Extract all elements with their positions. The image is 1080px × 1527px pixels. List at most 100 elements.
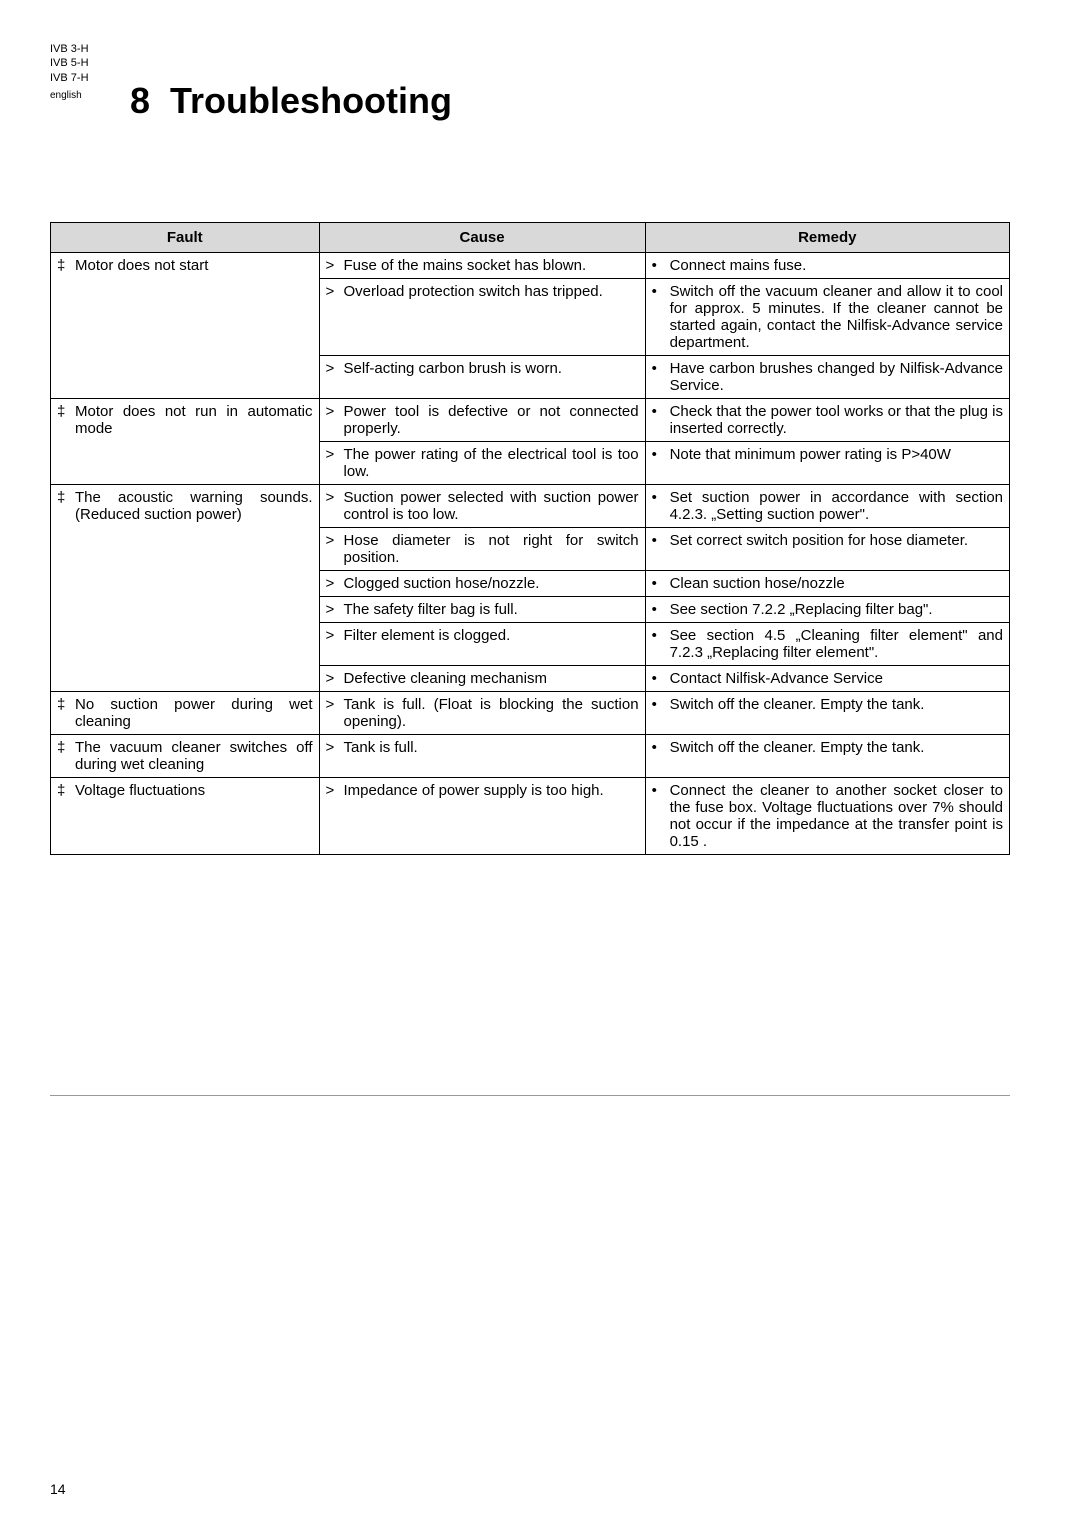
fault-cell bbox=[51, 442, 320, 485]
cause-cell: >Fuse of the mains socket has blown. bbox=[319, 253, 645, 279]
table-row: ‡No suction power during wet cleaning>Ta… bbox=[51, 692, 1010, 735]
remedy-text: Check that the power tool works or that … bbox=[670, 403, 1003, 437]
remedy-marker: • bbox=[652, 403, 670, 420]
troubleshooting-table-wrap: Fault Cause Remedy ‡Motor does not start… bbox=[50, 222, 1010, 855]
fault-cell bbox=[51, 356, 320, 399]
model-line: IVB 3-H bbox=[50, 42, 130, 56]
cause-text: The power rating of the electrical tool … bbox=[344, 446, 639, 480]
table-row: ‡The acoustic warning sounds. (Reduced s… bbox=[51, 485, 1010, 528]
remedy-marker: • bbox=[652, 257, 670, 274]
fault-cell: ‡Motor does not run in automatic mode bbox=[51, 399, 320, 442]
cause-marker: > bbox=[326, 670, 344, 687]
cause-text: Self-acting carbon brush is worn. bbox=[344, 360, 639, 377]
cause-cell: >Filter element is clogged. bbox=[319, 623, 645, 666]
cause-marker: > bbox=[326, 575, 344, 592]
fault-cell bbox=[51, 597, 320, 623]
cause-cell: >Clogged suction hose/nozzle. bbox=[319, 571, 645, 597]
cause-text: Hose diameter is not right for switch po… bbox=[344, 532, 639, 566]
fault-cell bbox=[51, 623, 320, 666]
remedy-marker: • bbox=[652, 489, 670, 506]
cause-marker: > bbox=[326, 532, 344, 549]
fault-text: The vacuum cleaner switches off during w… bbox=[75, 739, 313, 773]
remedy-text: Switch off the cleaner. Empty the tank. bbox=[670, 739, 1003, 756]
cause-marker: > bbox=[326, 601, 344, 618]
table-row: ‡Voltage fluctuations >Impedance of power… bbox=[51, 778, 1010, 855]
cause-marker: > bbox=[326, 782, 344, 799]
section-heading: 8 Troubleshooting bbox=[130, 80, 452, 122]
cause-cell: >Hose diameter is not right for switch p… bbox=[319, 528, 645, 571]
cause-cell: >Impedance of power supply is too high. bbox=[319, 778, 645, 855]
remedy-marker: • bbox=[652, 532, 670, 549]
remedy-cell: •Have carbon brushes changed by Nilfisk-… bbox=[645, 356, 1009, 399]
fault-cell: ‡Motor does not start bbox=[51, 253, 320, 279]
cause-text: Clogged suction hose/nozzle. bbox=[344, 575, 639, 592]
fault-text: Motor does not run in automatic mode bbox=[75, 403, 313, 437]
remedy-cell: •Switch off the cleaner. Empty the tank. bbox=[645, 692, 1009, 735]
fault-marker: ‡ bbox=[57, 403, 75, 420]
fault-cell: ‡The acoustic warning sounds. (Reduced s… bbox=[51, 485, 320, 528]
remedy-marker: • bbox=[652, 601, 670, 618]
col-header-fault: Fault bbox=[51, 223, 320, 253]
remedy-marker: • bbox=[652, 360, 670, 377]
remedy-text: Connect the cleaner to another socket cl… bbox=[670, 782, 1003, 850]
fault-cell bbox=[51, 528, 320, 571]
cause-marker: > bbox=[326, 403, 344, 420]
remedy-text: See section 7.2.2 „Replacing filter bag"… bbox=[670, 601, 1003, 618]
col-header-cause: Cause bbox=[319, 223, 645, 253]
cause-cell: >The safety filter bag is full. bbox=[319, 597, 645, 623]
cause-text: The safety filter bag is full. bbox=[344, 601, 639, 618]
table-row: >Overload protection switch has tripped.… bbox=[51, 279, 1010, 356]
fault-marker: ‡ bbox=[57, 696, 75, 713]
fault-text: Voltage fluctuations bbox=[75, 782, 313, 799]
remedy-text: See section 4.5 „Cleaning filter element… bbox=[670, 627, 1003, 661]
cause-cell: >Self-acting carbon brush is worn. bbox=[319, 356, 645, 399]
cause-text: Suction power selected with suction powe… bbox=[344, 489, 639, 523]
fault-cell: ‡The vacuum cleaner switches off during … bbox=[51, 735, 320, 778]
remedy-cell: •Set correct switch position for hose di… bbox=[645, 528, 1009, 571]
cause-marker: > bbox=[326, 627, 344, 644]
table-row: >Filter element is clogged.•See section … bbox=[51, 623, 1010, 666]
remedy-text: Note that minimum power rating is P>40W bbox=[670, 446, 1003, 463]
cause-text: Tank is full. (Float is blocking the suc… bbox=[344, 696, 639, 730]
cause-marker: > bbox=[326, 283, 344, 300]
remedy-text: Set correct switch position for hose dia… bbox=[670, 532, 1003, 549]
fault-text: The acoustic warning sounds. (Reduced su… bbox=[75, 489, 313, 523]
page-header: IVB 3-H IVB 5-H IVB 7-H english 8 Troubl… bbox=[50, 40, 1010, 122]
cause-cell: >Overload protection switch has tripped. bbox=[319, 279, 645, 356]
remedy-text: Contact Nilfisk-Advance Service bbox=[670, 670, 1003, 687]
model-list: IVB 3-H IVB 5-H IVB 7-H english bbox=[50, 40, 130, 102]
cause-text: Overload protection switch has tripped. bbox=[344, 283, 639, 300]
cause-cell: >Tank is full. (Float is blocking the su… bbox=[319, 692, 645, 735]
cause-marker: > bbox=[326, 696, 344, 713]
remedy-cell: •Note that minimum power rating is P>40W bbox=[645, 442, 1009, 485]
remedy-text: Set suction power in accordance with sec… bbox=[670, 489, 1003, 523]
cause-text: Power tool is defective or not connected… bbox=[344, 403, 639, 437]
cause-cell: >The power rating of the electrical tool… bbox=[319, 442, 645, 485]
table-row: >Self-acting carbon brush is worn.•Have … bbox=[51, 356, 1010, 399]
fault-cell bbox=[51, 571, 320, 597]
remedy-text: Have carbon brushes changed by Nilfisk-A… bbox=[670, 360, 1003, 394]
section-number: 8 bbox=[130, 80, 150, 121]
troubleshooting-table: Fault Cause Remedy ‡Motor does not start… bbox=[50, 222, 1010, 855]
remedy-cell: •See section 4.5 „Cleaning filter elemen… bbox=[645, 623, 1009, 666]
language-label: english bbox=[50, 89, 130, 102]
remedy-cell: •Set suction power in accordance with se… bbox=[645, 485, 1009, 528]
remedy-cell: •See section 7.2.2 „Replacing filter bag… bbox=[645, 597, 1009, 623]
remedy-text: Switch off the cleaner. Empty the tank. bbox=[670, 696, 1003, 713]
table-row: >Hose diameter is not right for switch p… bbox=[51, 528, 1010, 571]
table-row: >Defective cleaning mechanism•Contact Ni… bbox=[51, 666, 1010, 692]
remedy-marker: • bbox=[652, 283, 670, 300]
cause-marker: > bbox=[326, 446, 344, 463]
section-title: Troubleshooting bbox=[170, 80, 452, 121]
cause-cell: >Tank is full. bbox=[319, 735, 645, 778]
remedy-cell: •Connect mains fuse. bbox=[645, 253, 1009, 279]
fault-text: No suction power during wet cleaning bbox=[75, 696, 313, 730]
cause-text: Tank is full. bbox=[344, 739, 639, 756]
fault-marker: ‡ bbox=[57, 782, 75, 799]
fault-cell bbox=[51, 666, 320, 692]
remedy-cell: •Switch off the cleaner. Empty the tank. bbox=[645, 735, 1009, 778]
col-header-remedy: Remedy bbox=[645, 223, 1009, 253]
remedy-text: Switch off the vacuum cleaner and allow … bbox=[670, 283, 1003, 351]
table-row: >Clogged suction hose/nozzle.•Clean suct… bbox=[51, 571, 1010, 597]
remedy-cell: •Clean suction hose/nozzle bbox=[645, 571, 1009, 597]
